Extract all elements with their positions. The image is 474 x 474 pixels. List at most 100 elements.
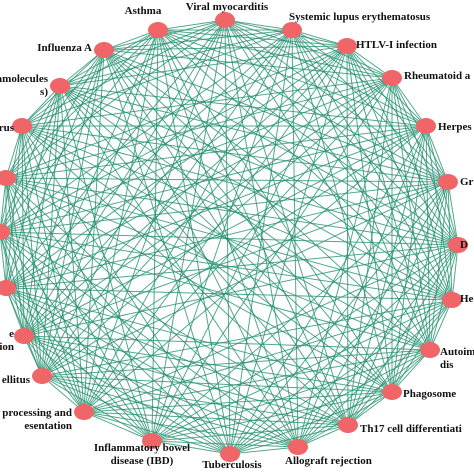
node-asthma[interactable] (148, 22, 168, 38)
label-tuberculosis: Tuberculosis (202, 459, 262, 471)
edge-he-allograft (297, 299, 453, 448)
edge-asthma-rus (21, 29, 159, 127)
edge-gr-e-rejection (23, 181, 449, 337)
edge-ibd-cams (59, 85, 153, 442)
edge-herpes-he (425, 125, 453, 301)
edge-ibd-mellitus (41, 375, 153, 442)
edge-antigen-left-upper (5, 177, 85, 413)
label-influenza: Influenza A (37, 42, 92, 54)
label-line: disease (IBD) (111, 455, 174, 467)
edge-herpes-phagosome (391, 125, 427, 393)
label-phagosome: Phagosome (403, 388, 456, 400)
node-antigen[interactable] (74, 404, 94, 420)
label-line: D (460, 239, 468, 251)
edge-sle-rus (21, 29, 293, 127)
edge-sle-herpes (291, 29, 427, 127)
edge-tuberculosis-antigen (83, 411, 231, 455)
edge-he-left-upper (5, 177, 453, 301)
edge-gr-autoim (429, 181, 449, 351)
edge-e-rejection-left-lower (5, 287, 25, 337)
node-phagosome[interactable] (382, 384, 402, 400)
node-d-right[interactable] (448, 237, 468, 253)
edge-th17-ibd (151, 424, 349, 442)
node-viral-myocarditis[interactable] (215, 12, 235, 28)
edge-rus-cams (21, 85, 61, 127)
label-d-right: D (460, 239, 468, 251)
node-left-lower[interactable] (0, 280, 16, 296)
edge-th17-influenza (103, 49, 349, 426)
edge-sle-influenza (103, 29, 293, 51)
edge-rheumatoid-left-mid (0, 77, 393, 233)
node-cams[interactable] (50, 78, 70, 94)
edge-phagosome-antigen (83, 391, 393, 413)
edge-autoim-allograft (297, 349, 431, 448)
edge-he-th17 (347, 299, 453, 426)
node-left-mid[interactable] (0, 224, 10, 240)
edge-cams-influenza (59, 49, 105, 87)
edge-sle-autoim (291, 29, 431, 351)
edge-d-right-he (451, 244, 459, 301)
node-autoim[interactable] (420, 342, 440, 358)
edge-autoim-tuberculosis (229, 349, 431, 455)
edge-ibd-left-upper (5, 177, 153, 442)
edge-phagosome-mellitus (41, 375, 393, 393)
edge-viral-myocarditis-cams (59, 19, 226, 87)
label-line: Inflammatory bowel (94, 442, 190, 454)
edge-allograft-antigen (83, 411, 299, 448)
label-gr: Gr (460, 176, 474, 188)
edge-d-right-allograft (297, 244, 459, 448)
label-allograft: Allograft rejection (285, 455, 372, 467)
node-ibd[interactable] (142, 433, 162, 449)
edge-asthma-htlv (157, 29, 348, 47)
node-tuberculosis[interactable] (220, 446, 240, 462)
node-left-upper[interactable] (0, 170, 16, 186)
label-line: Th17 cell differentiati (360, 423, 462, 435)
node-rus[interactable] (12, 118, 32, 134)
edge-allograft-mellitus (41, 375, 299, 448)
edge-sle-left-lower (5, 29, 293, 289)
node-sle[interactable] (282, 22, 302, 38)
edge-sle-he (291, 29, 453, 301)
node-rheumatoid[interactable] (382, 70, 402, 86)
edge-autoim-left-mid (0, 231, 431, 351)
label-ibd: Inflammatory bowel disease (IBD) (94, 442, 190, 467)
edge-herpes-cams (59, 85, 427, 127)
label-line: e (9, 328, 14, 340)
node-herpes[interactable] (416, 118, 436, 134)
edge-e-rejection-left-upper (5, 177, 25, 337)
edge-phagosome-ibd (151, 391, 393, 442)
node-e-rejection[interactable] (14, 328, 34, 344)
edge-allograft-left-upper (5, 177, 299, 448)
edge-mellitus-left-mid (0, 231, 43, 377)
node-mellitus[interactable] (32, 368, 52, 384)
edge-asthma-antigen (83, 29, 159, 413)
edge-herpes-left-lower (5, 125, 427, 289)
edge-ibd-antigen (83, 411, 153, 442)
edge-left-upper-influenza (5, 49, 105, 179)
edge-antigen-cams (59, 85, 85, 413)
edge-herpes-e-rejection (23, 125, 427, 337)
node-he[interactable] (442, 292, 462, 308)
edge-th17-left-lower (5, 287, 349, 426)
edge-allograft-ibd (151, 440, 299, 448)
label-line: Gr (460, 176, 474, 188)
edge-allograft-tuberculosis (229, 446, 299, 455)
label-asthma: Asthma (125, 5, 162, 17)
label-line: Systemic lupus erythematosus (289, 11, 431, 23)
label-herpes: Herpes (438, 121, 472, 133)
edge-htlv-cams (59, 45, 348, 87)
label-line: Autoim (440, 346, 474, 358)
edge-left-upper-rus (5, 125, 23, 179)
node-htlv[interactable] (337, 38, 357, 54)
label-sle: Systemic lupus erythematosus (289, 11, 431, 23)
edge-gr-cams (59, 85, 449, 183)
node-allograft[interactable] (288, 439, 308, 455)
edge-mellitus-rus (21, 125, 43, 377)
node-influenza[interactable] (94, 42, 114, 58)
node-gr[interactable] (438, 174, 458, 190)
edge-autoim-ibd (151, 349, 431, 442)
node-th17[interactable] (338, 417, 358, 433)
edge-e-rejection-influenza (23, 49, 105, 337)
